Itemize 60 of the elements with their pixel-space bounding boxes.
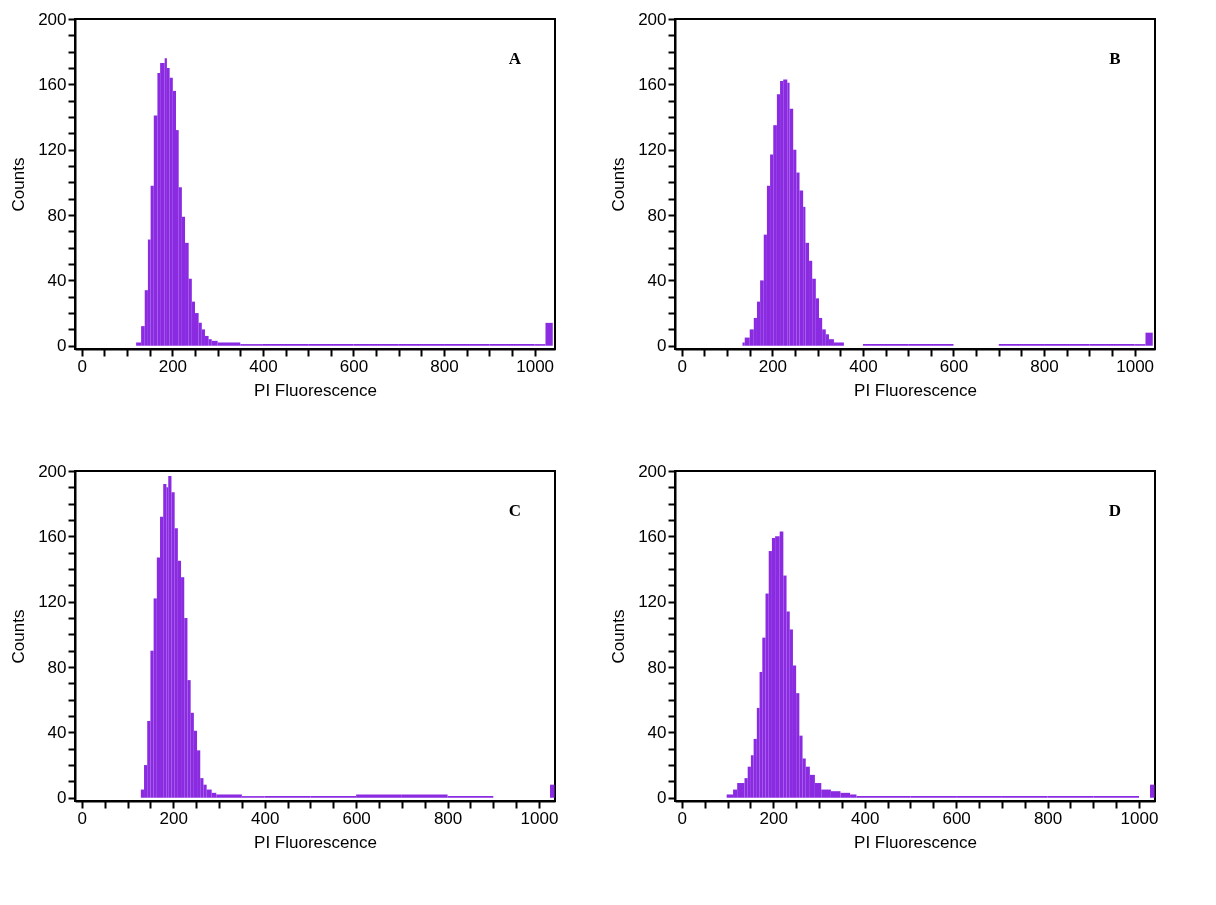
x-tick-label: 0 [77, 808, 88, 828]
x-tick-label: 1000 [520, 808, 559, 828]
x-tick-label: 200 [159, 808, 188, 828]
x-axis-title: PI Fluorescence [854, 832, 977, 852]
y-tick-label: 200 [38, 9, 67, 29]
x-tick-label: 400 [251, 808, 280, 828]
y-tick-label: 200 [638, 461, 667, 481]
x-tick-label: 800 [430, 356, 459, 376]
annotation: A [508, 49, 522, 68]
y-tick-label: 0 [657, 788, 667, 808]
y-tick-label: 160 [638, 526, 667, 546]
x-tick-label: 400 [851, 808, 880, 828]
x-tick-label: 200 [759, 808, 788, 828]
x-tick-label: 1000 [516, 356, 555, 376]
y-tick-label: 200 [38, 461, 67, 481]
x-tick-label: 400 [249, 356, 278, 376]
x-tick-label: 200 [158, 356, 188, 376]
x-tick-label: 1000 [1116, 356, 1155, 376]
y-tick-label: 160 [38, 526, 67, 546]
y-tick-label: 80 [647, 657, 667, 677]
y-tick-label: 0 [57, 336, 67, 356]
y-tick-label: 200 [638, 9, 667, 29]
y-tick-label: 0 [57, 788, 67, 808]
x-tick-label: 600 [342, 808, 371, 828]
x-tick-label: 400 [849, 356, 878, 376]
y-tick-label: 160 [38, 74, 67, 94]
y-axis-title: Counts [9, 157, 29, 212]
x-tick-label: 600 [339, 356, 369, 376]
x-axis-title: PI Fluorescence [254, 380, 377, 400]
x-tick-label: 0 [677, 356, 688, 376]
y-axis-title: Counts [609, 157, 629, 212]
x-tick-label: 800 [1033, 808, 1063, 828]
y-tick-label: 40 [647, 270, 667, 290]
annotation: D [1108, 501, 1122, 520]
x-axis-title: PI Fluorescence [254, 832, 377, 852]
y-tick-label: 80 [47, 205, 67, 225]
y-tick-label: 40 [47, 722, 67, 742]
x-tick-label: 600 [942, 808, 971, 828]
annotation: C [508, 501, 522, 520]
y-axis-title: Counts [9, 609, 29, 664]
x-axis-title: PI Fluorescence [854, 380, 977, 400]
x-tick-label: 1000 [1120, 808, 1159, 828]
y-tick-label: 40 [647, 722, 667, 742]
y-tick-label: 120 [638, 592, 667, 612]
x-tick-label: 600 [939, 356, 969, 376]
x-tick-label: 800 [433, 808, 463, 828]
y-tick-label: 80 [647, 205, 667, 225]
y-tick-label: 120 [638, 140, 667, 160]
y-axis-title: Counts [609, 609, 629, 664]
x-tick-label: 800 [1030, 356, 1059, 376]
annotation: B [1109, 49, 1121, 68]
x-tick-label: 0 [677, 808, 688, 828]
y-tick-label: 40 [47, 270, 67, 290]
y-tick-label: 80 [47, 657, 67, 677]
x-tick-label: 200 [758, 356, 788, 376]
y-tick-label: 160 [638, 74, 667, 94]
y-tick-label: 0 [657, 336, 667, 356]
y-tick-label: 120 [38, 140, 67, 160]
y-tick-label: 120 [38, 592, 67, 612]
x-tick-label: 0 [77, 356, 88, 376]
